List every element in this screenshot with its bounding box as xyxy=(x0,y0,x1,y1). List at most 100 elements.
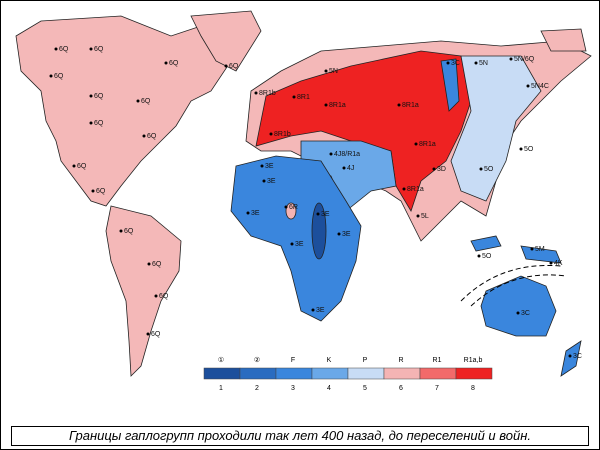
legend-number: 3 xyxy=(291,385,295,392)
caption: Границы гаплогрупп проходили так лет 400… xyxy=(11,426,589,446)
legend-swatch xyxy=(275,367,313,380)
haplogroup-label: 6Q xyxy=(229,63,239,70)
site-dot xyxy=(164,61,168,65)
legend-swatch xyxy=(203,367,241,380)
haplogroup-label: 3E xyxy=(267,178,276,185)
haplogroup-label: 5O xyxy=(524,146,534,153)
haplogroup-label: 3C xyxy=(573,353,582,360)
site-dot xyxy=(260,164,264,168)
haplogroup-label: 3E xyxy=(265,163,274,170)
haplogroup-label: 5N4C xyxy=(531,83,549,90)
site-dot xyxy=(290,242,294,246)
haplogroup-label: 4J xyxy=(347,165,354,172)
site-dot xyxy=(479,167,483,171)
haplogroup-label: 4J8/R1a xyxy=(334,151,360,158)
legend-number: 1 xyxy=(219,385,223,392)
legend-top: ② xyxy=(254,356,260,364)
haplogroup-label: 6Q xyxy=(151,331,161,338)
map: ① 1 ② 2 F 3 K 4 P 5 R 6 R1 7 R1a,b 8 6Q 6Q 6Q 6Q 6Q 6Q 6Q 6Q 6Q… xyxy=(15,10,592,397)
site-dot xyxy=(329,152,333,156)
haplogroup-label: 6Q xyxy=(94,93,104,100)
haplogroup-label: 8R1b xyxy=(274,131,291,138)
site-dot xyxy=(477,254,481,258)
haplogroup-label: 6Q xyxy=(94,46,104,53)
land xyxy=(15,10,592,377)
haplogroup-label: 6R xyxy=(289,204,298,211)
haplogroup-label: 3E xyxy=(321,211,330,218)
legend-top: ① xyxy=(218,356,224,364)
haplogroup-label: 5M xyxy=(535,246,545,253)
site-dot xyxy=(72,164,76,168)
haplogroup-label: 6Q xyxy=(54,73,64,80)
site-dot xyxy=(446,61,450,65)
haplogroup-label: 5N xyxy=(479,60,488,67)
site-dot xyxy=(530,247,534,251)
site-dot xyxy=(147,262,151,266)
haplogroup-label: 3E xyxy=(251,210,260,217)
haplogroup-label: 3E xyxy=(295,241,304,248)
site-dot xyxy=(89,47,93,51)
haplogroup-label: 3E xyxy=(316,307,325,314)
legend-number: 8 xyxy=(471,385,475,392)
site-dot xyxy=(549,261,553,265)
site-dot xyxy=(568,354,572,358)
site-dot xyxy=(516,311,520,315)
site-dot xyxy=(324,103,328,107)
legend-top: R xyxy=(398,357,403,364)
haplogroup-label: 6Q xyxy=(59,46,69,53)
haplogroup-label: 6Q xyxy=(96,188,106,195)
haplogroup-label: 6Q xyxy=(124,228,134,235)
haplogroup-label: 8R1a xyxy=(402,102,419,109)
site-dot xyxy=(254,91,258,95)
site-dot xyxy=(519,147,523,151)
site-dot xyxy=(414,142,418,146)
legend-swatch xyxy=(383,367,421,380)
site-dot xyxy=(316,212,320,216)
legend-top: F xyxy=(291,357,295,364)
haplogroup-label: 8R1 xyxy=(297,94,310,101)
site-dot xyxy=(284,205,288,209)
legend-top: R1 xyxy=(433,357,442,364)
haplogroup-label: 6Q xyxy=(77,163,87,170)
site-dot xyxy=(397,103,401,107)
haplogroup-label: 8R1a xyxy=(329,102,346,109)
site-dot xyxy=(402,187,406,191)
haplogroup-label: 5L xyxy=(421,213,429,220)
site-dot xyxy=(474,61,478,65)
haplogroup-label: 6Q xyxy=(152,261,162,268)
site-dot xyxy=(89,94,93,98)
site-dot xyxy=(526,84,530,88)
legend-swatch xyxy=(419,367,457,380)
haplogroup-label: 8R1a xyxy=(407,186,424,193)
legend-swatch xyxy=(239,367,277,380)
legend-number: 7 xyxy=(435,385,439,392)
site-dot xyxy=(337,232,341,236)
haplogroup-label: 5O xyxy=(482,253,492,260)
legend-number: 2 xyxy=(255,385,259,392)
haplogroup-label: 5O xyxy=(484,166,494,173)
legend-swatch xyxy=(455,367,493,380)
legend-number: 4 xyxy=(327,385,331,392)
haplogroup-label: 6Q xyxy=(147,133,157,140)
site-dot xyxy=(54,47,58,51)
site-dot xyxy=(49,74,53,78)
legend-number: 5 xyxy=(363,385,367,392)
site-dot xyxy=(136,99,140,103)
site-dot xyxy=(509,57,513,61)
haplogroup-label: 5N/6Q xyxy=(514,56,535,63)
site-dot xyxy=(292,95,296,99)
legend-swatch xyxy=(311,367,349,380)
haplogroup-label: 6Q xyxy=(169,60,179,67)
site-dot xyxy=(246,211,250,215)
site-dot xyxy=(154,294,158,298)
haplogroup-label: 6Q xyxy=(141,98,151,105)
legend-top: K xyxy=(327,357,332,364)
site-dot xyxy=(311,308,315,312)
haplogroup-label: 3E xyxy=(342,231,351,238)
site-dot xyxy=(146,332,150,336)
legend: ① 1 ② 2 F 3 K 4 P 5 R 6 R1 7 R1a,b 8 xyxy=(196,351,496,397)
haplogroup-label: 3C xyxy=(521,310,530,317)
haplogroup-label: 4K xyxy=(554,260,563,267)
haplogroup-label: 8R1a xyxy=(419,141,436,148)
